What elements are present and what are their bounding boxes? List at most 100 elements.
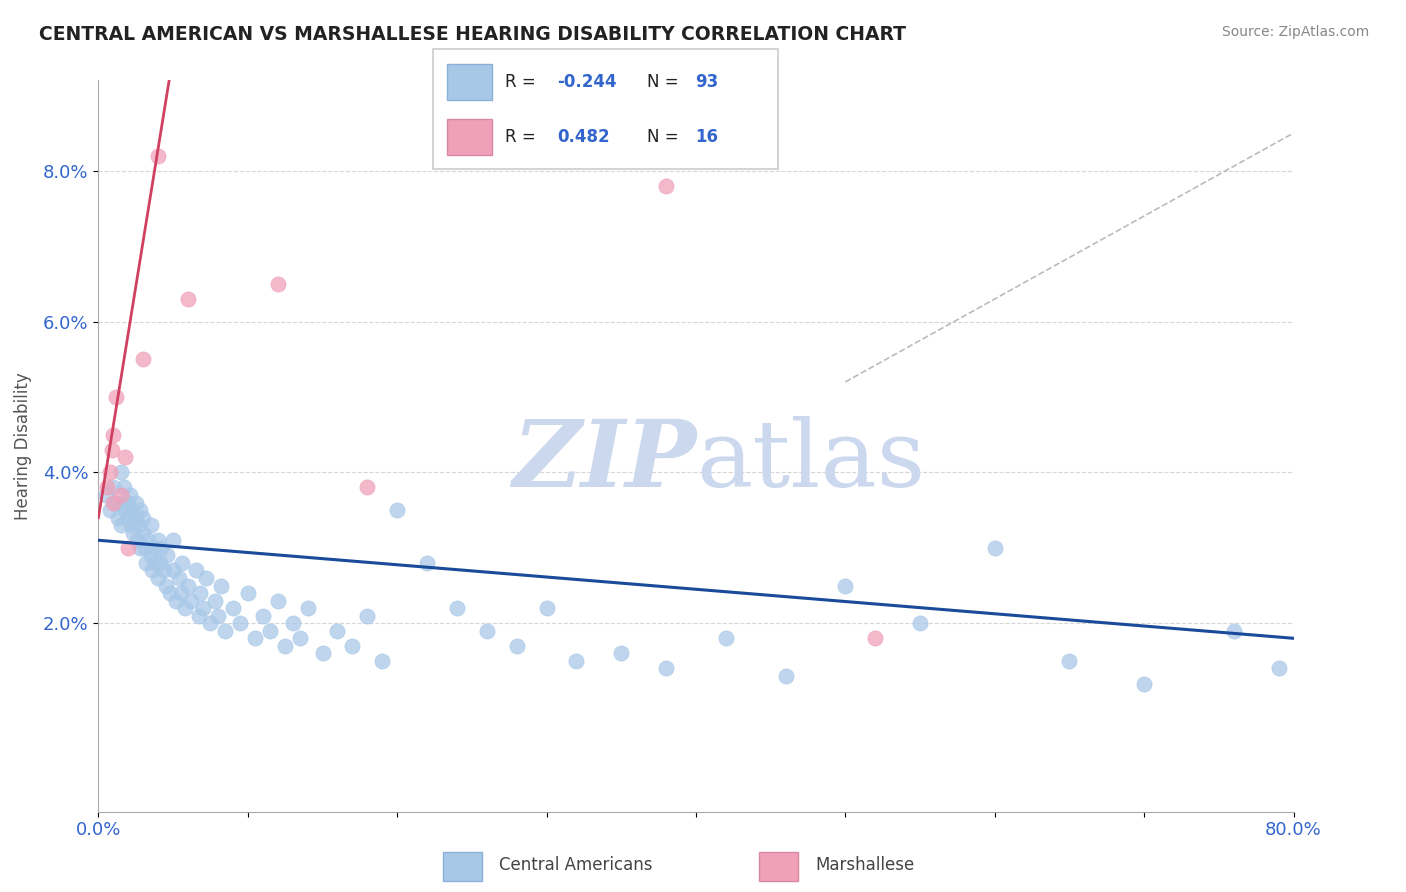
Point — [506, 639, 529, 653]
Text: Central Americans: Central Americans — [499, 856, 652, 874]
Point — [1059, 654, 1081, 668]
FancyBboxPatch shape — [447, 63, 492, 100]
Point — [385, 503, 409, 517]
Point — [125, 510, 148, 524]
Point — [105, 495, 128, 509]
Point — [141, 563, 163, 577]
Point — [281, 616, 304, 631]
Point — [103, 427, 125, 442]
Point — [129, 541, 152, 555]
Point — [245, 632, 267, 646]
Point — [834, 578, 856, 592]
Point — [655, 178, 678, 193]
Text: R =: R = — [505, 128, 541, 146]
Point — [342, 639, 364, 653]
Point — [536, 601, 558, 615]
Point — [121, 525, 143, 540]
Point — [288, 632, 311, 646]
Point — [184, 563, 207, 577]
Point — [142, 541, 165, 555]
Point — [177, 292, 200, 306]
Point — [117, 541, 139, 555]
Point — [127, 533, 149, 548]
Point — [311, 646, 333, 660]
Point — [191, 601, 214, 615]
Point — [1133, 676, 1156, 690]
Text: N =: N = — [647, 128, 683, 146]
Text: -0.244: -0.244 — [557, 72, 617, 91]
Point — [167, 571, 190, 585]
Point — [156, 549, 179, 563]
Text: 93: 93 — [695, 72, 718, 91]
Text: Source: ZipAtlas.com: Source: ZipAtlas.com — [1222, 25, 1369, 39]
Point — [111, 495, 134, 509]
Point — [259, 624, 281, 638]
Point — [132, 525, 155, 540]
FancyBboxPatch shape — [433, 49, 778, 169]
Point — [128, 518, 150, 533]
Text: 0.482: 0.482 — [557, 128, 610, 146]
Point — [110, 466, 132, 480]
Point — [103, 480, 125, 494]
Point — [143, 556, 166, 570]
Point — [188, 586, 211, 600]
Point — [132, 510, 155, 524]
Point — [610, 646, 633, 660]
Point — [112, 480, 135, 494]
Point — [267, 593, 290, 607]
Point — [655, 661, 678, 675]
Point — [177, 578, 200, 592]
FancyBboxPatch shape — [447, 119, 492, 155]
Point — [222, 601, 245, 615]
Point — [118, 488, 141, 502]
Text: atlas: atlas — [696, 416, 925, 506]
Point — [98, 503, 122, 517]
Point — [117, 495, 139, 509]
Point — [125, 495, 148, 509]
Point — [267, 277, 290, 291]
Text: ZIP: ZIP — [512, 416, 696, 506]
Point — [236, 586, 259, 600]
Point — [135, 556, 157, 570]
Point — [172, 556, 194, 570]
Point — [148, 533, 170, 548]
Point — [209, 578, 232, 592]
FancyBboxPatch shape — [759, 852, 799, 881]
Point — [446, 601, 468, 615]
Point — [274, 639, 297, 653]
Point — [297, 601, 319, 615]
Point — [120, 503, 142, 517]
Point — [565, 654, 588, 668]
Point — [356, 480, 378, 494]
Point — [132, 352, 155, 367]
Point — [865, 632, 887, 646]
Point — [252, 608, 274, 623]
Point — [214, 624, 236, 638]
Point — [475, 624, 498, 638]
Point — [96, 480, 118, 494]
Text: N =: N = — [647, 72, 683, 91]
Point — [139, 518, 162, 533]
Point — [162, 533, 184, 548]
Point — [356, 608, 378, 623]
Point — [110, 518, 132, 533]
Point — [150, 541, 173, 555]
Point — [714, 632, 737, 646]
Point — [416, 556, 439, 570]
Point — [107, 510, 129, 524]
Point — [174, 601, 197, 615]
Point — [103, 495, 125, 509]
Point — [1267, 661, 1289, 675]
Point — [110, 488, 132, 502]
FancyBboxPatch shape — [443, 852, 481, 881]
Point — [200, 616, 222, 631]
Point — [155, 578, 177, 592]
Point — [162, 563, 184, 577]
Point — [101, 442, 124, 457]
Point — [114, 503, 136, 517]
Text: R =: R = — [505, 72, 541, 91]
Point — [149, 556, 172, 570]
Point — [129, 503, 152, 517]
Point — [114, 450, 136, 465]
Point — [105, 390, 128, 404]
